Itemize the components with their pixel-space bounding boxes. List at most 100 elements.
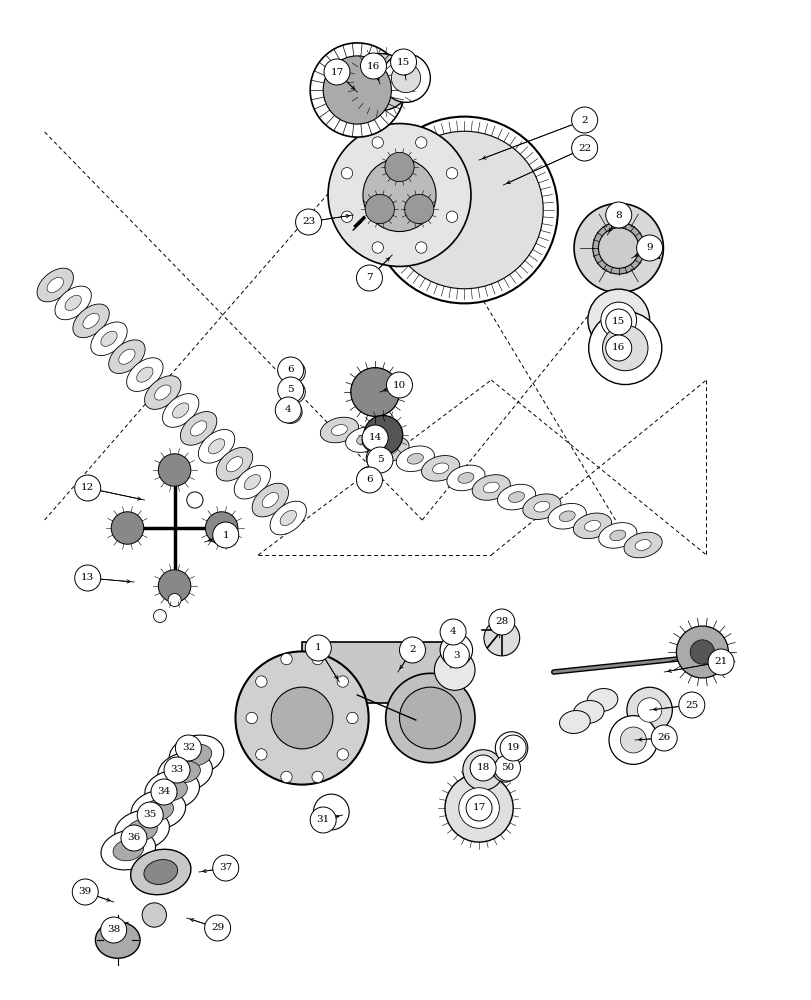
Circle shape	[204, 915, 230, 941]
Text: 34: 34	[157, 787, 170, 796]
Circle shape	[353, 54, 410, 110]
Ellipse shape	[559, 711, 590, 733]
Ellipse shape	[356, 434, 372, 445]
Circle shape	[488, 609, 514, 635]
Circle shape	[363, 472, 375, 484]
Ellipse shape	[144, 376, 181, 409]
Text: 17: 17	[330, 68, 343, 77]
Circle shape	[341, 168, 352, 179]
Circle shape	[587, 289, 649, 351]
Circle shape	[324, 59, 350, 85]
Ellipse shape	[252, 483, 288, 517]
Text: 18: 18	[476, 763, 489, 772]
Circle shape	[282, 361, 305, 383]
Circle shape	[358, 467, 380, 489]
Ellipse shape	[118, 349, 135, 364]
Circle shape	[282, 381, 305, 403]
Text: 4: 4	[285, 406, 291, 414]
Ellipse shape	[226, 457, 242, 472]
Circle shape	[483, 620, 519, 656]
Text: 17: 17	[472, 803, 485, 812]
Circle shape	[281, 653, 292, 665]
Ellipse shape	[270, 501, 306, 535]
Bar	[302, 642, 452, 703]
Circle shape	[462, 750, 503, 790]
Circle shape	[494, 755, 520, 781]
Text: 38: 38	[107, 925, 120, 934]
Circle shape	[350, 368, 399, 416]
Circle shape	[636, 235, 662, 261]
Circle shape	[391, 63, 420, 93]
Ellipse shape	[446, 465, 484, 491]
Text: 3: 3	[453, 650, 459, 660]
Text: 31: 31	[316, 815, 329, 824]
Ellipse shape	[55, 286, 91, 320]
Ellipse shape	[169, 761, 200, 783]
Ellipse shape	[547, 503, 586, 529]
Ellipse shape	[169, 735, 224, 775]
Circle shape	[356, 265, 382, 291]
Circle shape	[362, 429, 384, 451]
Text: 37: 37	[219, 863, 232, 872]
Circle shape	[500, 735, 526, 761]
Circle shape	[689, 640, 714, 664]
Text: 5: 5	[287, 385, 294, 394]
Text: 33: 33	[170, 765, 183, 774]
Text: 25: 25	[684, 700, 697, 710]
Circle shape	[443, 642, 469, 668]
Text: 50: 50	[500, 763, 513, 772]
Ellipse shape	[114, 810, 169, 850]
Text: 29: 29	[211, 923, 224, 932]
Ellipse shape	[584, 520, 600, 531]
Circle shape	[235, 651, 368, 785]
Circle shape	[271, 687, 333, 749]
Circle shape	[605, 335, 631, 361]
Text: 8: 8	[615, 211, 621, 220]
Circle shape	[158, 570, 191, 602]
Text: 19: 19	[506, 744, 519, 752]
Circle shape	[404, 194, 433, 224]
Ellipse shape	[83, 313, 99, 328]
Circle shape	[75, 475, 101, 501]
Text: 12: 12	[81, 484, 94, 492]
Text: 15: 15	[397, 58, 410, 67]
Circle shape	[371, 117, 557, 303]
Text: 16: 16	[367, 62, 380, 71]
Ellipse shape	[91, 322, 127, 356]
Circle shape	[187, 492, 203, 508]
Ellipse shape	[208, 439, 225, 454]
Ellipse shape	[634, 540, 650, 550]
Circle shape	[151, 779, 177, 805]
Text: 35: 35	[144, 810, 157, 819]
Text: 26: 26	[657, 734, 670, 742]
Ellipse shape	[65, 295, 81, 310]
Circle shape	[386, 372, 412, 398]
Circle shape	[371, 242, 383, 253]
Ellipse shape	[559, 511, 574, 522]
Ellipse shape	[144, 770, 200, 810]
Circle shape	[626, 687, 672, 733]
Circle shape	[588, 311, 661, 385]
Circle shape	[440, 634, 472, 666]
Ellipse shape	[573, 701, 603, 723]
Circle shape	[288, 386, 299, 398]
Circle shape	[363, 158, 436, 232]
Circle shape	[277, 377, 303, 403]
Circle shape	[255, 676, 267, 687]
Circle shape	[75, 565, 101, 591]
Circle shape	[255, 749, 267, 760]
Text: 6: 6	[366, 476, 372, 485]
Ellipse shape	[598, 523, 636, 548]
Ellipse shape	[96, 922, 140, 958]
Circle shape	[381, 54, 430, 102]
Ellipse shape	[345, 427, 384, 452]
Text: 5: 5	[376, 456, 383, 464]
Text: 23: 23	[302, 218, 315, 227]
Circle shape	[637, 698, 661, 722]
Circle shape	[346, 712, 358, 724]
Ellipse shape	[162, 394, 199, 427]
Ellipse shape	[143, 799, 174, 821]
Text: 22: 22	[577, 144, 590, 153]
Text: 15: 15	[611, 318, 624, 326]
Ellipse shape	[508, 492, 524, 502]
